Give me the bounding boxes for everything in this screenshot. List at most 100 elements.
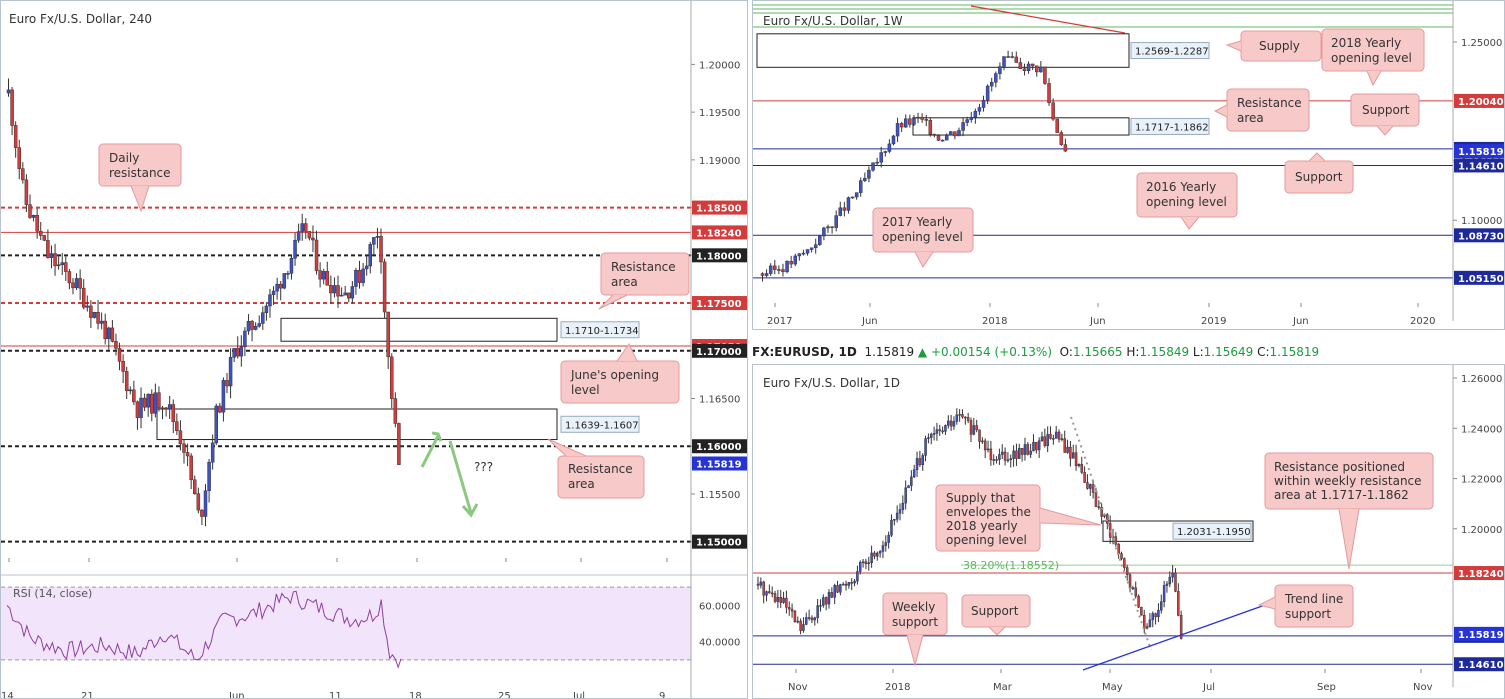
- callout-weekly-support-l2: support: [892, 615, 938, 629]
- candle-body: [981, 100, 986, 108]
- candle-body: [797, 253, 802, 257]
- x-tick-label: Jun: [1089, 316, 1106, 327]
- candle-body: [128, 389, 133, 392]
- candle-body: [193, 479, 197, 494]
- candle-body: [1106, 514, 1109, 524]
- candle-body: [955, 414, 959, 422]
- callout-resistance-positioned: Resistance positioned within weekly resi…: [1264, 452, 1434, 570]
- candle-body: [947, 420, 950, 426]
- candle-body: [171, 404, 176, 422]
- candle-body: [386, 311, 390, 358]
- zone-box: [1102, 520, 1254, 542]
- callout-resistance-area-weekly: Resistance area: [1213, 88, 1310, 132]
- candle-body: [1054, 431, 1058, 439]
- callout-weekly-support: Weekly support: [882, 592, 948, 667]
- level-price-tag: [1454, 657, 1504, 672]
- callout-2016-yearly-l2: opening level: [1146, 195, 1227, 209]
- candle-body: [841, 583, 845, 586]
- price-change: +0.00154 (+0.13%): [930, 345, 1053, 359]
- candle-body: [871, 162, 875, 171]
- rsi-tick-label: 60.0000: [699, 601, 740, 612]
- symbol-name: FX:EURUSD, 1D: [752, 345, 857, 359]
- candle-body: [182, 443, 186, 453]
- y-tick-label: 1.19500: [699, 108, 740, 119]
- candle-body: [1168, 576, 1172, 585]
- candle-body: [167, 404, 172, 410]
- callout-support-lower-text: Support: [1295, 170, 1343, 184]
- current-price-tag: [692, 456, 747, 471]
- callout-resistance-area-lower-l1: Resistance: [568, 462, 633, 476]
- h4-chart-panel[interactable]: 1.1710-1.1734 1.1639-1.1607 60.0000 40.000…: [0, 0, 748, 699]
- candle-body: [918, 458, 922, 466]
- candle-body: [314, 239, 319, 271]
- candle-body: [1057, 431, 1061, 440]
- level-price-tag: [692, 439, 747, 454]
- candle-body: [257, 323, 261, 327]
- callout-resistance-area-weekly-l1: Resistance: [1237, 96, 1302, 110]
- level-price-tag: [1454, 93, 1504, 108]
- candle-body: [107, 327, 111, 339]
- callout-trend-line-support-l2: support: [1285, 607, 1331, 621]
- candle-body: [773, 265, 777, 270]
- candle-body: [1022, 68, 1027, 71]
- candle-body: [822, 227, 826, 237]
- candle-body: [842, 207, 847, 211]
- candle-body: [364, 265, 369, 270]
- candle-body: [354, 269, 358, 287]
- weekly-title: Euro Fx/U.S. Dollar, 1W: [763, 14, 903, 28]
- level-price-text: 1.18240: [696, 228, 742, 239]
- candle-body: [928, 119, 933, 135]
- candle-body: [1142, 614, 1146, 629]
- candle-body: [920, 116, 924, 120]
- candle-body: [802, 624, 805, 631]
- candle-body: [214, 405, 218, 444]
- candle-body: [809, 247, 814, 250]
- callout-supply-envelopes-l2: envelopes the: [946, 505, 1031, 519]
- candle-body: [1154, 613, 1157, 618]
- symbol-info-bar: FX:EURUSD, 1D 1.15819 ▲ +0.00154 (+0.13%…: [752, 341, 1505, 363]
- candle-body: [787, 607, 791, 610]
- candle-body: [175, 421, 179, 431]
- level-price-tag: [1454, 270, 1504, 285]
- candle-body: [92, 312, 97, 318]
- candle-body: [884, 542, 888, 546]
- x-tick-label: 2017: [767, 316, 792, 327]
- callout-daily-resistance-l2: resistance: [109, 166, 171, 180]
- candle-body: [1131, 587, 1135, 590]
- candle-body: [998, 454, 1001, 460]
- candle-body: [768, 265, 773, 274]
- candle-body: [989, 81, 994, 87]
- candle-body: [390, 356, 394, 399]
- candle-body: [1055, 118, 1059, 133]
- level-price-text: 1.14610: [1458, 660, 1504, 671]
- callout-2017-yearly: 2017 Yearly opening level: [872, 207, 974, 268]
- candle-body: [397, 423, 401, 465]
- daily-chart-svg: 1.2031-1.1950 1.26000 1.24000 1.22000 1.200…: [753, 365, 1504, 693]
- callout-resistance-positioned-l1: Resistance positioned: [1274, 460, 1405, 474]
- trend-line-support: [1082, 604, 1266, 671]
- daily-chart-panel[interactable]: 1.2031-1.1950 1.26000 1.24000 1.22000 1.200…: [752, 364, 1505, 699]
- candle-body: [873, 552, 876, 557]
- candle-body: [1009, 458, 1013, 461]
- candle-body: [64, 262, 68, 272]
- candle-body: [157, 392, 161, 409]
- level-price-tag: [692, 343, 747, 358]
- open-value: 1.15665: [1072, 345, 1123, 359]
- candle-body: [881, 545, 885, 552]
- candle-body: [975, 425, 978, 431]
- rsi-label: RSI (14, close): [13, 587, 92, 600]
- candle-body: [243, 330, 247, 348]
- callout-trend-line-support: Trend line support: [1257, 584, 1354, 628]
- candle-body: [114, 341, 118, 349]
- level-price-text: 1.15000: [696, 538, 742, 549]
- candle-body: [379, 236, 383, 263]
- candle-body: [261, 312, 265, 324]
- candle-body: [822, 597, 825, 606]
- y-tick-label: 1.25000: [1461, 38, 1502, 49]
- x-tick-label: May: [1102, 682, 1123, 693]
- candle-body: [793, 610, 797, 622]
- candle-body: [1137, 595, 1140, 608]
- candle-body: [992, 459, 995, 461]
- candle-body: [1059, 132, 1064, 145]
